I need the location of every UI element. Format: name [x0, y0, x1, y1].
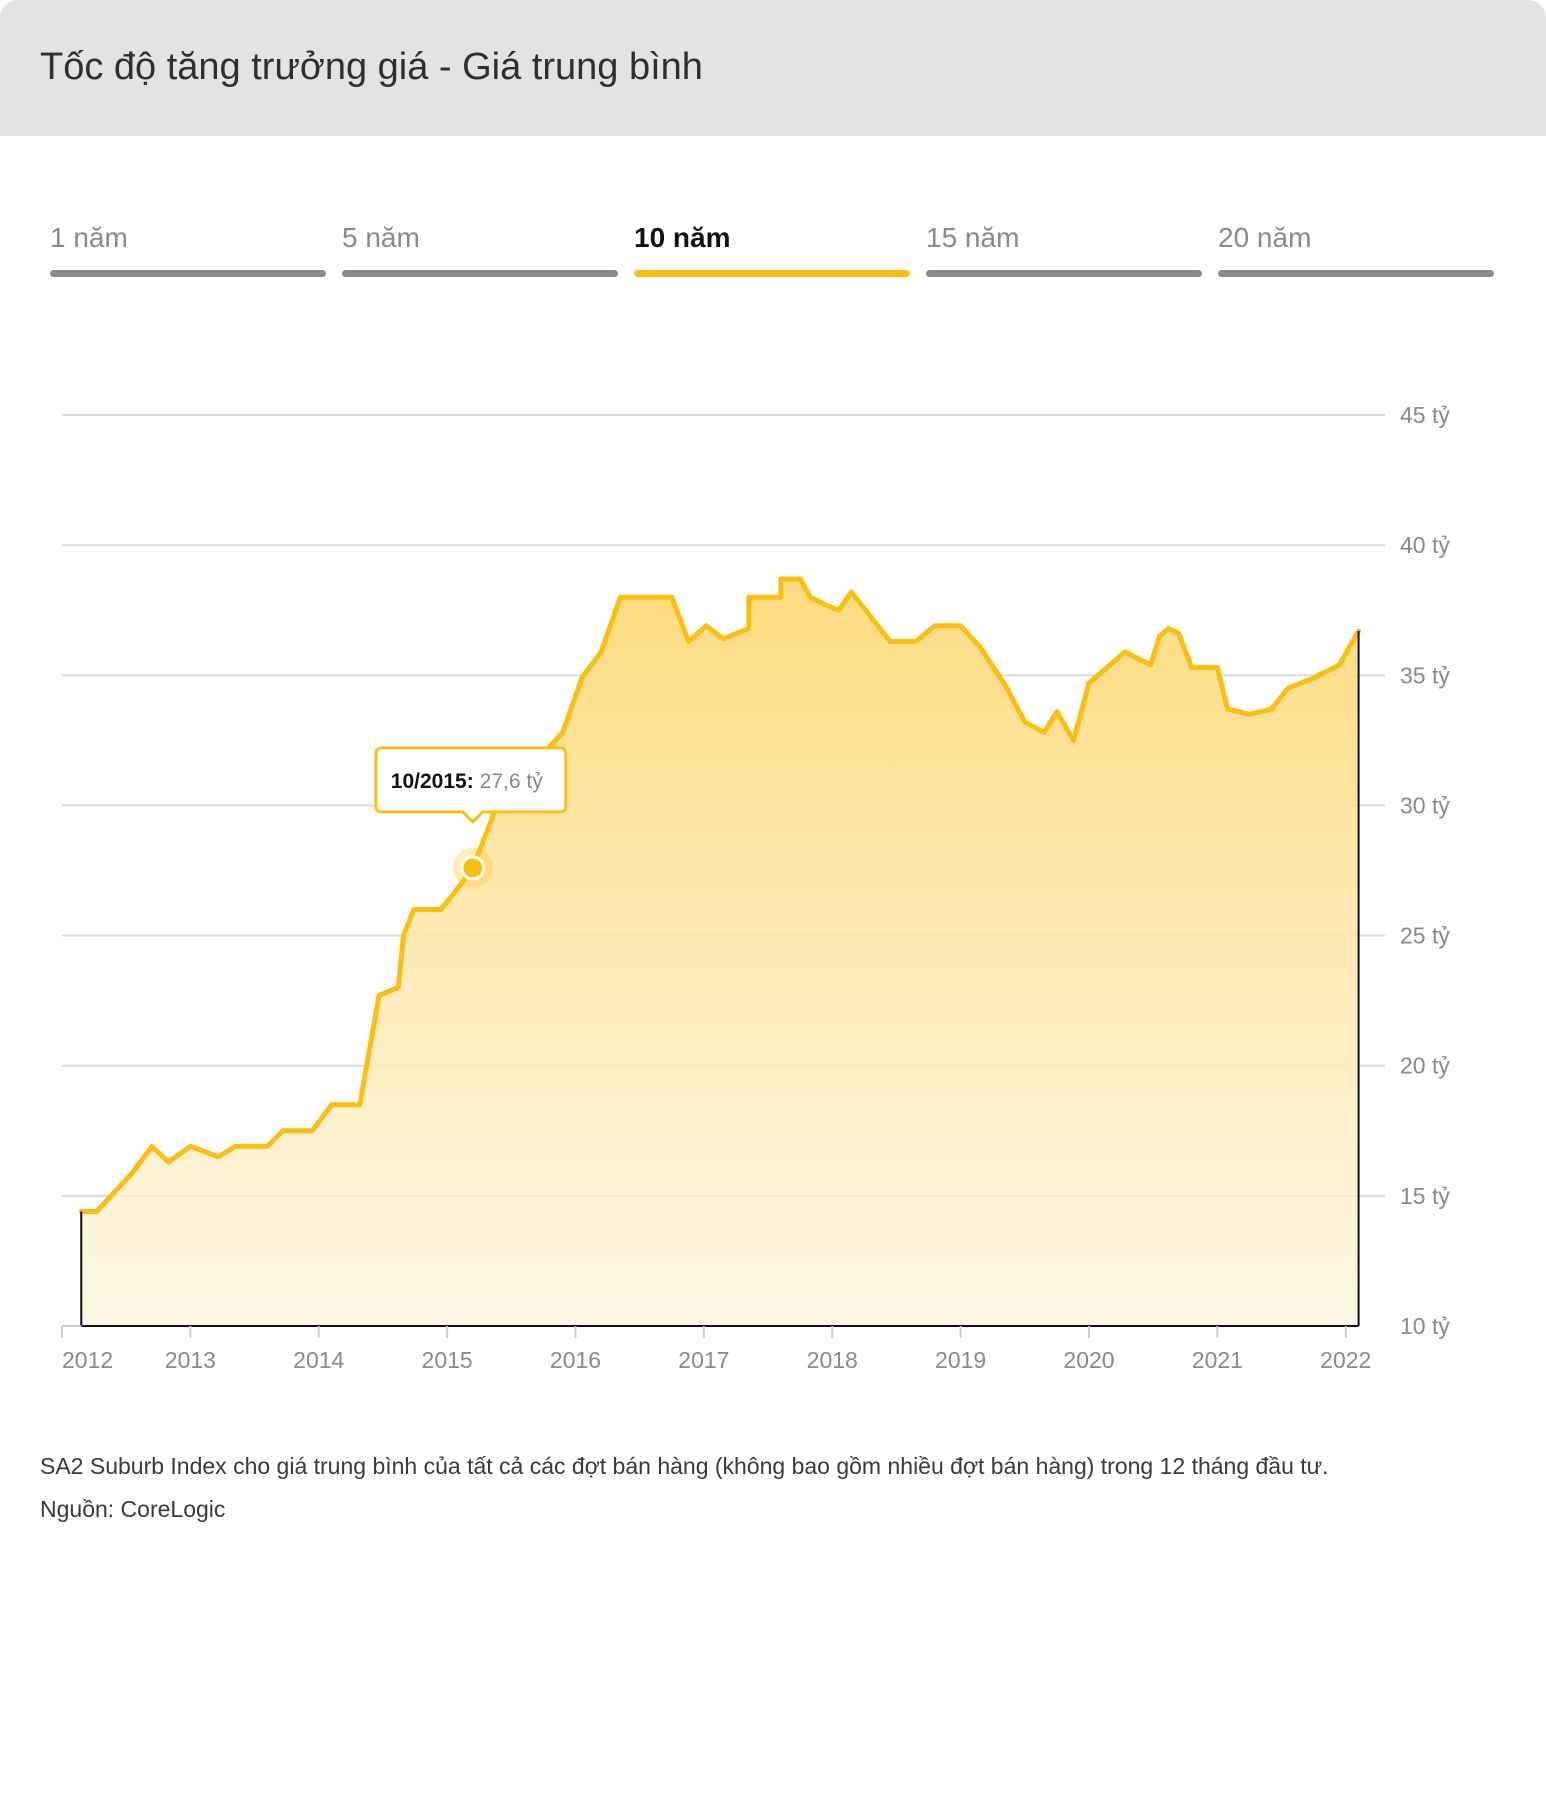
chart-header: Tốc độ tăng trưởng giá - Giá trung bình: [0, 0, 1546, 136]
y-tick-label: 10 tỷ: [1400, 1313, 1450, 1339]
y-tick-label: 40 tỷ: [1400, 532, 1450, 558]
x-tick-label: 2020: [1063, 1347, 1114, 1373]
tab-5-years-label: 5 năm: [342, 222, 420, 253]
period-tabs: 1 năm 5 năm 10 năm 15 năm 20 năm: [50, 218, 1494, 278]
y-tick-label: 15 tỷ: [1400, 1183, 1450, 1209]
tooltip-text: 10/2015: 27,6 tỷ: [391, 770, 543, 793]
tab-15-years-label: 15 năm: [926, 222, 1020, 253]
axes: 10 tỷ 15 tỷ 20 tỷ 25 tỷ 30 tỷ 35 tỷ 40 tỷ 45 tỷ…: [61, 402, 1450, 1373]
price-chart[interactable]: 10 tỷ 15 tỷ 20 tỷ 25 tỷ 30 tỷ 35 tỷ 40 tỷ 45 tỷ…: [0, 360, 1546, 1400]
chart-description: SA2 Suburb Index cho giá trung bình của …: [40, 1453, 1329, 1479]
x-tick-label: 2015: [422, 1347, 473, 1373]
tab-1-year[interactable]: 1 năm: [50, 218, 326, 278]
y-tick-label: 25 tỷ: [1400, 923, 1450, 949]
x-tick-label: 2018: [807, 1347, 858, 1373]
tab-5-years[interactable]: 5 năm: [342, 218, 618, 278]
highlight-point: [460, 855, 486, 881]
x-tick-label: 2019: [935, 1347, 986, 1373]
highlight-layer: 10/2015: 27,6 tỷ: [374, 746, 568, 888]
y-tick-label: 45 tỷ: [1400, 402, 1450, 428]
tooltip-box: [374, 746, 568, 825]
y-tick-label: 35 tỷ: [1400, 662, 1450, 688]
tab-15-years[interactable]: 15 năm: [926, 218, 1202, 278]
x-tick-label: 2013: [165, 1347, 216, 1373]
x-tick-label: 2022: [1320, 1347, 1371, 1373]
tab-20-years[interactable]: 20 năm: [1218, 218, 1494, 278]
chart-source: Nguồn: CoreLogic: [40, 1496, 226, 1522]
tab-10-years-label: 10 năm: [634, 222, 731, 253]
tab-1-year-label: 1 năm: [50, 222, 128, 253]
tab-15-years-indicator: [926, 270, 1202, 277]
tooltip-value: 27,6 tỷ: [480, 770, 544, 793]
tab-10-years-indicator: [634, 270, 910, 277]
x-tick-label: 2016: [550, 1347, 601, 1373]
x-tick-label: 2021: [1192, 1347, 1243, 1373]
x-tick-label: 2014: [293, 1347, 344, 1373]
y-tick-label: 20 tỷ: [1400, 1053, 1450, 1079]
y-tick-label: 30 tỷ: [1400, 792, 1450, 818]
tab-5-years-indicator: [342, 270, 618, 277]
tab-20-years-label: 20 năm: [1218, 222, 1312, 253]
tab-10-years[interactable]: 10 năm: [634, 218, 910, 278]
tab-20-years-indicator: [1218, 270, 1494, 277]
x-tick-label: 2012: [62, 1347, 113, 1373]
tab-1-year-indicator: [50, 270, 326, 277]
area-layer: [78, 576, 1362, 1327]
area-fill: [81, 579, 1359, 1326]
x-tick-label: 2017: [678, 1347, 729, 1373]
chart-title: Tốc độ tăng trưởng giá - Giá trung bình: [40, 46, 703, 88]
tooltip-date: 10/2015:: [391, 770, 474, 793]
series-line: [78, 576, 1362, 1214]
